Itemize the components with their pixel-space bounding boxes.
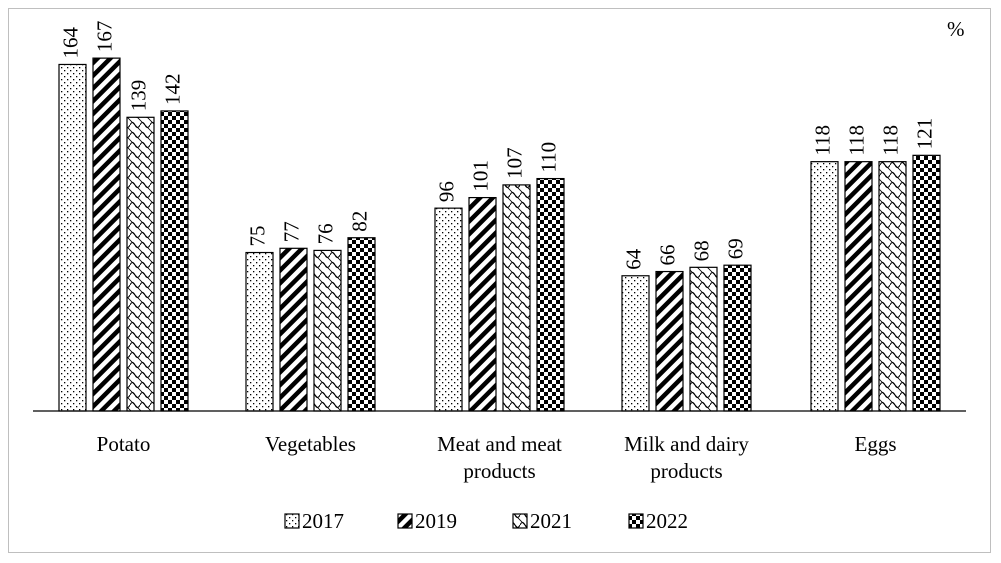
value-label-2022-4: 121: [912, 118, 936, 150]
bar-2022-4: [912, 154, 941, 412]
value-label-2021-2: 107: [502, 147, 526, 179]
bar-2021-0: [126, 116, 155, 412]
value-label-2019-2: 101: [468, 160, 492, 192]
value-label-2019-0: 167: [92, 21, 116, 53]
category-label-2-1: products: [463, 459, 535, 483]
value-label-2017-0: 164: [58, 26, 82, 58]
legend-label-2022: 2022: [646, 509, 688, 533]
value-label-2021-3: 68: [689, 240, 713, 261]
value-label-2022-1: 82: [347, 211, 371, 232]
bar-2021-3: [689, 266, 718, 412]
value-label-2017-4: 118: [810, 125, 834, 156]
bar-2017-3: [621, 275, 650, 412]
category-label-4-0: Eggs: [855, 432, 897, 456]
bar-2019-4: [844, 161, 873, 412]
value-label-2019-3: 66: [655, 245, 679, 266]
category-label-3-0: Milk and dairy: [624, 432, 749, 456]
bar-2021-1: [313, 249, 342, 412]
value-labels-group: 164 167 139 142 75 77 76 82 96 101 107 110 64 66 68 69 1…: [58, 21, 936, 270]
value-label-2022-3: 69: [723, 238, 747, 259]
value-label-2017-2: 96: [434, 181, 458, 202]
legend-swatch-2017: [284, 513, 300, 529]
legend-label-2021: 2021: [530, 509, 572, 533]
bar-2022-1: [347, 237, 376, 412]
bar-2021-4: [878, 161, 907, 412]
bar-2019-1: [279, 247, 308, 412]
bars-group: [58, 57, 941, 412]
category-label-0-0: Potato: [97, 432, 151, 456]
value-label-2021-0: 139: [126, 80, 150, 112]
value-label-2022-0: 142: [160, 73, 184, 105]
value-label-2021-4: 118: [878, 125, 902, 156]
category-label-3-1: products: [650, 459, 722, 483]
legend-label-2017: 2017: [302, 509, 344, 533]
legend: 2017 2019 2021 2022: [284, 509, 688, 533]
bar-2019-2: [468, 196, 497, 412]
legend-label-2019: 2019: [415, 509, 457, 533]
value-label-2021-1: 76: [313, 223, 337, 244]
value-label-2022-2: 110: [536, 142, 560, 173]
legend-swatch-2021: [512, 513, 528, 529]
bar-2021-2: [502, 184, 531, 412]
bar-2019-0: [92, 57, 121, 412]
category-label-2-0: Meat and meat: [437, 432, 562, 456]
bar-2022-2: [536, 177, 565, 412]
unit-label: %: [947, 17, 965, 41]
bar-2017-0: [58, 63, 87, 412]
bar-2017-4: [810, 161, 839, 412]
value-label-2019-4: 118: [844, 125, 868, 156]
value-label-2019-1: 77: [279, 221, 303, 242]
category-label-1-0: Vegetables: [265, 432, 356, 456]
legend-swatch-2022: [628, 513, 644, 529]
bar-2022-3: [723, 264, 752, 412]
value-label-2017-1: 75: [245, 226, 269, 247]
bar-2019-3: [655, 270, 684, 412]
bar-2017-1: [245, 251, 274, 412]
bar-2017-2: [434, 207, 463, 412]
value-label-2017-3: 64: [621, 248, 645, 270]
bar-2022-0: [160, 110, 189, 412]
category-labels-group: Potato Vegetables Meat and meat products Mil…: [97, 432, 897, 483]
legend-swatch-2019: [397, 513, 413, 529]
